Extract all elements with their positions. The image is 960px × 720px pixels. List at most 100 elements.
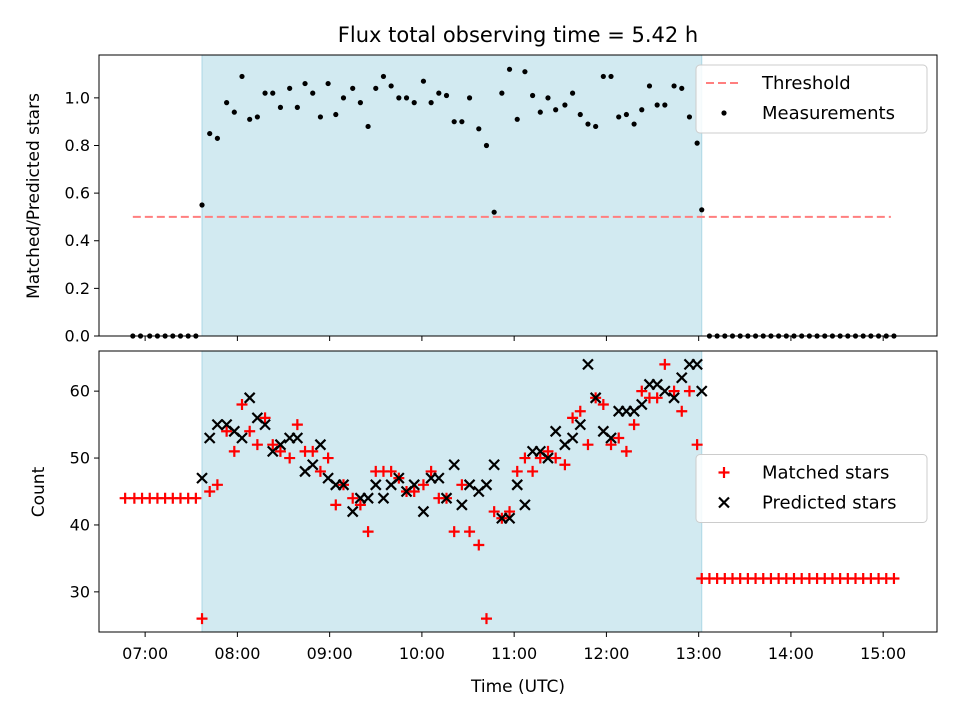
legend-matched-swatch xyxy=(718,467,730,478)
matched-star-point xyxy=(456,479,468,491)
measurement-point xyxy=(671,83,677,89)
predicted-star-point xyxy=(369,479,382,491)
matched-star-point xyxy=(676,405,688,417)
matched-star-point xyxy=(362,526,374,538)
predicted-star-point xyxy=(549,425,562,438)
predicted-star-point xyxy=(346,505,359,518)
matched-star-point xyxy=(330,499,342,511)
measurement-point xyxy=(476,126,482,132)
matched-star-point xyxy=(417,479,429,491)
y-tick-label: 0.0 xyxy=(65,327,90,346)
predicted-star-point xyxy=(211,418,224,431)
measurement-point xyxy=(506,66,513,72)
y-tick-label: 0.6 xyxy=(65,184,90,203)
predicted-star-point xyxy=(259,418,271,431)
observing-window-shade xyxy=(202,55,702,336)
x-tick-label: 11:00 xyxy=(491,644,537,663)
predicted-star-point xyxy=(393,472,405,484)
matched-star-point xyxy=(613,432,625,444)
measurement-point xyxy=(694,140,700,146)
matched-star-point xyxy=(119,492,131,504)
chart-title: Flux total observing time = 5.42 h xyxy=(338,23,698,47)
matched-star-point xyxy=(228,445,240,457)
predicted-star-point xyxy=(574,418,587,431)
measurement-point xyxy=(491,209,497,215)
measurement-point xyxy=(325,80,331,87)
measurement-point xyxy=(616,114,622,120)
measurement-point xyxy=(593,123,599,130)
measurement-point xyxy=(231,109,237,115)
measurement-point xyxy=(608,73,614,80)
matched-star-point xyxy=(683,385,695,397)
predicted-star-point xyxy=(314,438,327,451)
predicted-star-point xyxy=(511,479,524,491)
matched-star-point xyxy=(636,385,648,397)
predicted-star-point xyxy=(243,392,256,404)
y-tick-label: 1.0 xyxy=(65,88,90,107)
predicted-star-point xyxy=(519,499,531,511)
measurement-point xyxy=(340,95,347,101)
y-tick-label: 50 xyxy=(70,449,90,468)
measurement-point xyxy=(459,119,465,125)
predicted-star-point xyxy=(291,432,304,444)
y-tick-label: 0.2 xyxy=(65,279,90,298)
measurement-point xyxy=(239,73,245,80)
predicted-star-point xyxy=(377,492,390,504)
measurement-point xyxy=(403,95,410,101)
measurement-point xyxy=(317,114,324,120)
matched-star-point xyxy=(567,412,579,424)
predicted-star-point xyxy=(448,458,460,471)
matched-star-point xyxy=(236,399,248,411)
y-tick-label: 0.4 xyxy=(65,231,90,250)
predicted-star-point xyxy=(417,505,430,518)
count-panel: 30 40 50 60 07:00 08:00 09:00 10:00 11:00 12:00 13… xyxy=(70,350,938,663)
matched-star-point xyxy=(651,392,663,404)
matched-star-point xyxy=(448,526,460,538)
measurement-point xyxy=(662,102,668,108)
measurement-point xyxy=(585,121,591,127)
matched-star-point xyxy=(488,506,500,518)
predicted-star-point xyxy=(408,479,420,491)
measurement-point xyxy=(631,121,637,127)
measurement-point xyxy=(270,90,276,96)
x-tick-label: 10:00 xyxy=(399,644,445,663)
measurement-point xyxy=(262,90,268,96)
y-tick-label: 40 xyxy=(70,515,90,534)
measurement-point xyxy=(679,85,685,91)
count-legend: Matched stars Predicted stars xyxy=(695,454,928,523)
matched-star-point xyxy=(691,439,703,451)
x-tick-label: 12:00 xyxy=(583,644,629,663)
matched-star-point xyxy=(314,465,326,477)
measurement-point xyxy=(577,111,583,118)
legend-box xyxy=(695,64,928,134)
predicted-star-point xyxy=(463,479,476,491)
matched-star-point xyxy=(204,486,216,497)
measurement-point xyxy=(365,123,371,130)
matched-star-point xyxy=(274,445,286,457)
matched-star-point xyxy=(284,452,296,464)
matched-star-point xyxy=(425,465,437,477)
predicted-star-point xyxy=(488,458,500,471)
plot-layer: 0.0 0.2 0.4 0.6 0.8 1.0 Threshold Measurements 3… xyxy=(65,54,938,663)
legend-predicted-swatch xyxy=(718,496,730,509)
predicted-star-point xyxy=(542,452,554,464)
legend-label: Matched stars xyxy=(762,463,889,484)
series-predicted-stars xyxy=(196,358,708,525)
legend-box xyxy=(695,454,928,523)
measurement-point xyxy=(224,100,230,106)
matched-star-point xyxy=(267,439,279,451)
matched-star-point xyxy=(534,452,546,464)
measurement-point xyxy=(357,100,363,106)
measurement-point xyxy=(420,78,427,84)
measurement-point xyxy=(247,116,253,122)
matched-star-point xyxy=(347,492,359,504)
measurement-point xyxy=(639,107,645,113)
series-matched-stars xyxy=(119,358,900,625)
measurement-point xyxy=(199,202,205,208)
measurement-point xyxy=(254,114,260,120)
matched-star-point xyxy=(620,445,632,457)
axes-frame xyxy=(98,54,938,337)
measurement-point xyxy=(396,95,402,101)
matched-star-point xyxy=(519,452,531,464)
measurement-point xyxy=(522,69,528,75)
